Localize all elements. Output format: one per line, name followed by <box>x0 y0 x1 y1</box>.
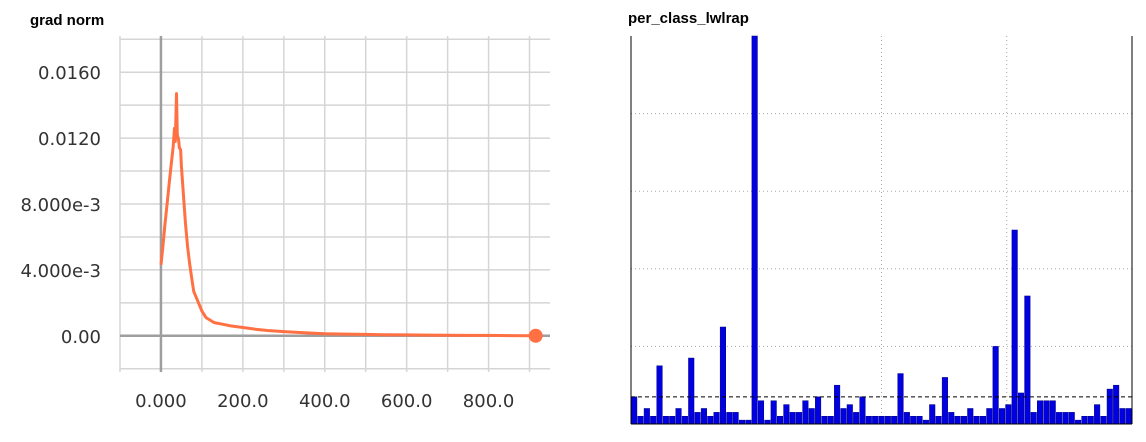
bar <box>960 415 967 425</box>
bar <box>1005 404 1012 425</box>
bar <box>1062 412 1069 425</box>
bar <box>910 415 917 425</box>
chart-title: grad norm <box>30 12 105 29</box>
bar <box>992 346 999 425</box>
x-tick-label: 0.000 <box>135 391 187 412</box>
bar <box>1030 412 1037 425</box>
bar <box>688 357 695 425</box>
bar <box>821 415 828 425</box>
bar <box>700 408 707 425</box>
bar <box>929 404 936 425</box>
bar <box>675 408 682 425</box>
bar <box>884 415 891 425</box>
bar <box>777 415 784 425</box>
bar <box>1024 295 1031 425</box>
bar <box>726 412 733 425</box>
bar <box>967 408 974 425</box>
bar <box>903 412 910 425</box>
bar <box>897 373 904 425</box>
y-tick-label: 0.00 <box>61 327 101 348</box>
x-tick-label: 400.0 <box>299 391 351 412</box>
bar <box>707 415 714 425</box>
bar <box>738 419 746 425</box>
bar <box>1113 384 1120 425</box>
x-tick-label: 600.0 <box>381 391 433 412</box>
bar <box>631 396 638 425</box>
bar <box>694 412 701 425</box>
bar <box>878 415 885 425</box>
bar <box>764 419 771 425</box>
bar <box>751 35 758 425</box>
bar <box>662 415 669 425</box>
bar <box>1068 412 1075 425</box>
x-tick-label: 800.0 <box>463 391 515 412</box>
bar <box>1017 392 1025 425</box>
bar <box>643 408 650 425</box>
bar <box>669 415 676 425</box>
bar <box>681 415 688 425</box>
bar <box>1011 229 1018 425</box>
bar <box>802 400 809 425</box>
bar <box>637 415 644 425</box>
bar <box>872 415 879 425</box>
bar <box>757 400 765 425</box>
bar <box>719 326 726 425</box>
bar <box>815 396 822 425</box>
bar <box>922 419 929 425</box>
grad-norm-plot: 0.00 4.000e-3 8.000e-3 0.0120 0.0160 0.000 200… <box>20 36 550 412</box>
bar <box>1075 419 1082 425</box>
bar <box>916 415 923 425</box>
grad-norm-chart: grad norm 0.00 4.000e-3 8.000e-3 0.0120 0.01… <box>0 0 560 442</box>
y-tick-label: 8.000e-3 <box>20 195 101 216</box>
bar <box>1043 400 1050 425</box>
bar <box>935 415 942 425</box>
x-tick-label: 200.0 <box>217 391 269 412</box>
bar <box>1056 412 1063 425</box>
bar <box>1087 415 1094 425</box>
bar <box>827 415 834 425</box>
bar <box>745 419 752 425</box>
bar <box>1094 404 1101 425</box>
bar <box>954 415 961 425</box>
bar <box>650 415 657 425</box>
series-line <box>159 92 530 338</box>
bar <box>840 408 847 425</box>
per-class-lwlrap-chart: per_class_lwlrap <box>600 0 1146 442</box>
bar <box>941 377 948 425</box>
chart-title: per_class_lwlrap <box>628 10 749 27</box>
bar <box>1049 400 1056 425</box>
bar <box>1081 415 1088 425</box>
bar <box>865 415 872 425</box>
bar <box>713 412 720 425</box>
bar <box>656 365 663 425</box>
bar <box>859 396 866 425</box>
bar <box>986 408 993 425</box>
bar <box>1125 408 1132 425</box>
bar <box>998 408 1006 425</box>
bar <box>846 404 853 425</box>
bar <box>891 415 898 425</box>
bar <box>979 415 986 425</box>
bar <box>973 415 980 425</box>
y-tick-label: 4.000e-3 <box>20 261 101 282</box>
bar <box>1037 400 1044 425</box>
bar <box>1100 415 1107 425</box>
y-tick-label: 0.0160 <box>38 63 101 84</box>
bar <box>789 412 796 425</box>
bar <box>808 408 815 425</box>
bar <box>948 412 955 425</box>
bar <box>853 412 860 425</box>
bar <box>770 400 777 425</box>
bar <box>1119 408 1126 425</box>
bar <box>796 412 803 425</box>
last-point-marker <box>528 328 543 343</box>
bar <box>783 404 790 425</box>
y-tick-label: 0.0120 <box>38 129 101 150</box>
bar <box>1106 388 1113 425</box>
per-class-lwlrap-plot <box>630 35 1133 425</box>
bar <box>834 384 841 425</box>
bar <box>732 412 739 425</box>
